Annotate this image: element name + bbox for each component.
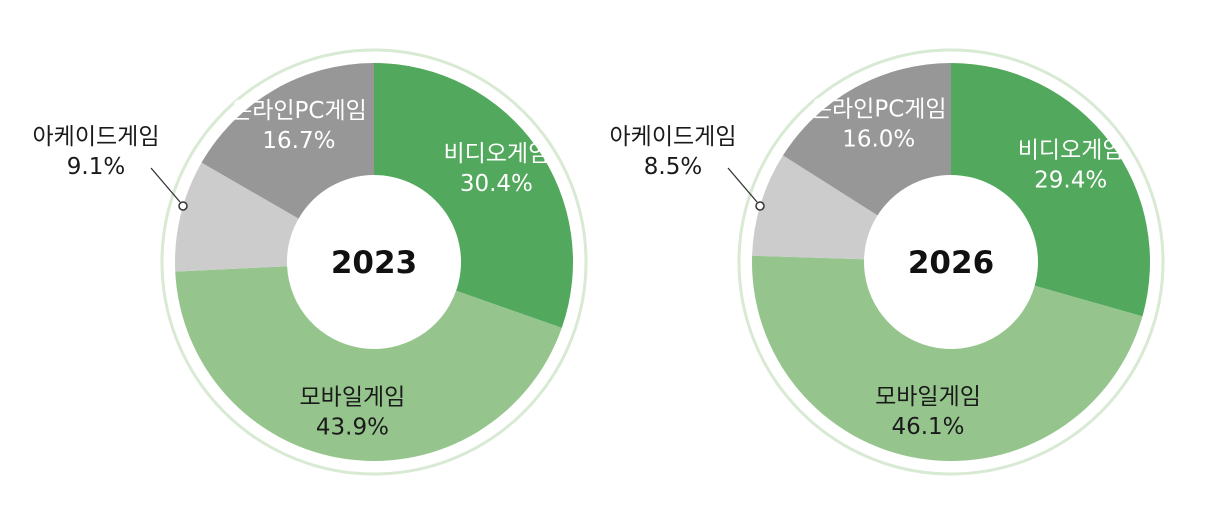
- slice-label-arcade-game: 아케이드게임: [610, 124, 737, 150]
- slice-online-pc-game: [201, 63, 374, 219]
- slice-mobile-game: [752, 255, 1143, 461]
- slice-value-video-game: 30.4%: [460, 171, 533, 197]
- outer-ring: [160, 48, 588, 476]
- leader-dot: [755, 201, 765, 211]
- slice-label-online-pc-game: 온라인PC게임: [231, 98, 367, 124]
- outer-ring: [737, 48, 1165, 476]
- slice-label-video-game: 비디오게임: [443, 141, 549, 167]
- donut-chart-2026: 2026 비디오게임 29.4% 모바일게임 46.1% 아케이드게임 8.5% 온라인PC게…: [610, 48, 1165, 476]
- slice-value-mobile-game: 46.1%: [891, 414, 964, 440]
- slice-label-video-game: 비디오게임: [1018, 138, 1124, 164]
- slice-video-game: [374, 63, 573, 328]
- slice-value-online-pc-game: 16.0%: [842, 127, 915, 153]
- slice-label-mobile-game: 모바일게임: [300, 384, 406, 410]
- leader-line: [150, 167, 181, 203]
- slice-value-arcade-game: 8.5%: [644, 154, 702, 180]
- center-year-label: 2026: [908, 245, 994, 281]
- leader-dot: [178, 201, 188, 211]
- slice-value-video-game: 29.4%: [1034, 168, 1107, 194]
- slice-value-online-pc-game: 16.7%: [262, 128, 335, 154]
- slice-label-online-pc-game: 온라인PC게임: [811, 97, 947, 123]
- slice-arcade-game: [752, 155, 878, 260]
- slice-label-arcade-game: 아케이드게임: [33, 124, 160, 150]
- slice-arcade-game: [175, 162, 299, 272]
- slice-mobile-game: [175, 266, 562, 461]
- leader-line: [727, 167, 758, 203]
- slice-video-game: [951, 63, 1151, 317]
- slice-online-pc-game: [782, 63, 951, 216]
- center-year-label: 2023: [331, 245, 417, 281]
- slice-value-mobile-game: 43.9%: [316, 414, 389, 440]
- slice-value-arcade-game: 9.1%: [67, 154, 125, 180]
- donut-chart-2023: 2023 비디오게임 30.4% 모바일게임 43.9% 아케이드게임 9.1% 온라인PC게…: [33, 48, 588, 476]
- slice-label-mobile-game: 모바일게임: [875, 384, 981, 410]
